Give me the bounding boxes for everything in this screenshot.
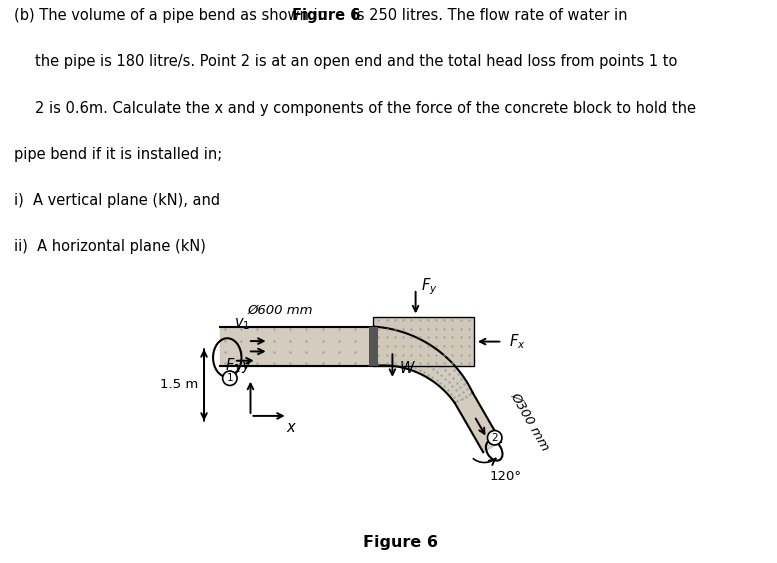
Text: 1: 1 — [227, 373, 233, 383]
Text: 2: 2 — [491, 433, 498, 443]
Text: 120°: 120° — [490, 470, 521, 483]
Circle shape — [487, 431, 502, 445]
Text: $v_1$: $v_1$ — [234, 316, 250, 332]
Text: the pipe is 180 litre/s. Point 2 is at an open end and the total head loss from : the pipe is 180 litre/s. Point 2 is at a… — [35, 54, 678, 69]
Bar — [373, 318, 474, 366]
Text: ii)  A horizontal plane (kN): ii) A horizontal plane (kN) — [14, 239, 206, 254]
Text: $F_y$: $F_y$ — [421, 276, 437, 297]
Text: $F_1$: $F_1$ — [225, 356, 241, 376]
Circle shape — [223, 371, 237, 386]
Text: 1.5 m: 1.5 m — [159, 378, 198, 391]
Text: Figure 6: Figure 6 — [292, 8, 361, 23]
Text: Ø600 mm: Ø600 mm — [248, 303, 313, 316]
Bar — [369, 327, 378, 366]
Polygon shape — [455, 393, 501, 452]
Polygon shape — [375, 327, 472, 403]
Text: 2 is 0.6m. Calculate the x and y components of the force of the concrete block t: 2 is 0.6m. Calculate the x and y compone… — [35, 101, 696, 115]
Text: $W$: $W$ — [399, 360, 416, 376]
Text: i)  A vertical plane (kN), and: i) A vertical plane (kN), and — [14, 193, 220, 208]
Text: $y$: $y$ — [241, 359, 252, 374]
Text: $F_x$: $F_x$ — [508, 332, 525, 351]
Text: (b) The volume of a pipe bend as shown in: (b) The volume of a pipe bend as shown i… — [14, 8, 332, 23]
Text: is 250 litres. The flow rate of water in: is 250 litres. The flow rate of water in — [348, 8, 628, 23]
Text: $x$: $x$ — [286, 420, 298, 435]
Text: Figure 6: Figure 6 — [363, 535, 437, 550]
Text: pipe bend if it is installed in;: pipe bend if it is installed in; — [14, 147, 222, 162]
Text: Ø300 mm: Ø300 mm — [507, 390, 552, 453]
